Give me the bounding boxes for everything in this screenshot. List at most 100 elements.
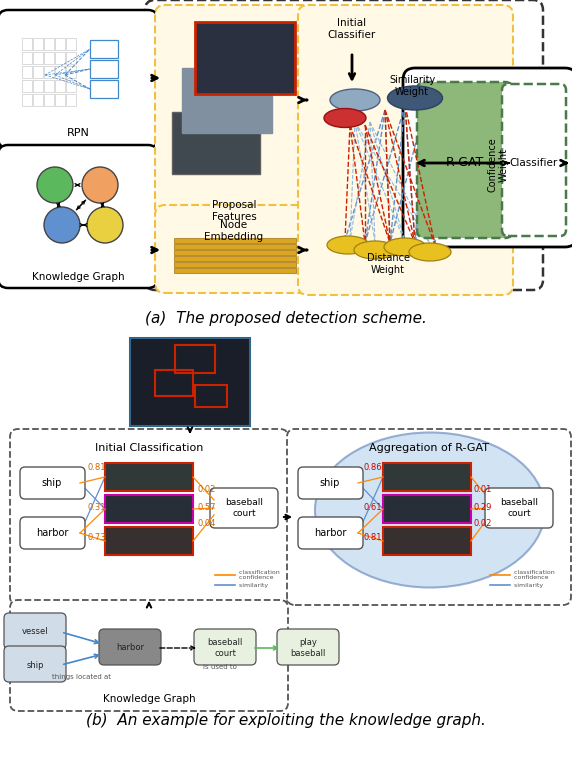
- Bar: [174, 268, 296, 273]
- Text: Knowledge Graph: Knowledge Graph: [31, 272, 124, 282]
- FancyBboxPatch shape: [298, 517, 363, 549]
- Bar: [22, 66, 32, 78]
- Bar: [33, 66, 43, 78]
- Text: baseball
court: baseball court: [500, 499, 538, 518]
- Bar: [44, 94, 54, 106]
- Text: Distance
Weight: Distance Weight: [367, 253, 410, 274]
- Text: Proposal
Features: Proposal Features: [212, 200, 256, 222]
- Text: 0.04: 0.04: [198, 518, 216, 527]
- FancyBboxPatch shape: [10, 429, 288, 605]
- Bar: [174, 238, 296, 243]
- Text: 0.29: 0.29: [474, 502, 492, 511]
- Bar: [195, 385, 227, 407]
- Text: ship: ship: [26, 660, 43, 670]
- Ellipse shape: [387, 86, 443, 110]
- Bar: [44, 66, 54, 78]
- Bar: [66, 52, 76, 64]
- Text: harbor: harbor: [116, 644, 144, 653]
- FancyBboxPatch shape: [99, 629, 161, 665]
- Text: R-GAT: R-GAT: [446, 157, 484, 169]
- FancyBboxPatch shape: [403, 68, 572, 247]
- Text: 0.02: 0.02: [198, 486, 216, 495]
- Bar: [55, 80, 65, 92]
- Ellipse shape: [330, 89, 380, 111]
- Ellipse shape: [409, 243, 451, 261]
- FancyBboxPatch shape: [287, 429, 571, 605]
- Bar: [90, 80, 118, 98]
- Text: harbor: harbor: [36, 528, 68, 538]
- Bar: [383, 527, 471, 555]
- Text: is used to: is used to: [203, 664, 237, 670]
- Bar: [174, 262, 296, 267]
- Text: 0.61: 0.61: [364, 504, 383, 512]
- Bar: [22, 80, 32, 92]
- Bar: [174, 256, 296, 261]
- Bar: [172, 112, 260, 174]
- Bar: [33, 94, 43, 106]
- Text: similarity: similarity: [237, 582, 268, 587]
- Bar: [90, 40, 118, 58]
- Bar: [33, 80, 43, 92]
- Bar: [22, 94, 32, 106]
- FancyBboxPatch shape: [155, 205, 313, 293]
- Bar: [55, 38, 65, 50]
- Text: Aggregation of R-GAT: Aggregation of R-GAT: [369, 443, 489, 453]
- Bar: [174, 250, 296, 255]
- Bar: [33, 38, 43, 50]
- Text: 0.02: 0.02: [474, 518, 492, 527]
- Bar: [33, 52, 43, 64]
- Text: 0.01: 0.01: [474, 486, 492, 495]
- Text: Classifier: Classifier: [510, 158, 558, 168]
- Bar: [175, 345, 215, 373]
- Text: ship: ship: [42, 478, 62, 488]
- Text: (b)  An example for exploiting the knowledge graph.: (b) An example for exploiting the knowle…: [86, 713, 486, 727]
- FancyBboxPatch shape: [0, 145, 158, 288]
- Text: 0.57: 0.57: [198, 502, 216, 511]
- Bar: [105, 527, 193, 555]
- Bar: [55, 52, 65, 64]
- FancyBboxPatch shape: [194, 629, 256, 665]
- Text: baseball
court: baseball court: [225, 499, 263, 518]
- Text: similarity: similarity: [512, 582, 543, 587]
- Ellipse shape: [315, 432, 545, 587]
- Text: 0.81: 0.81: [88, 464, 106, 473]
- FancyBboxPatch shape: [502, 84, 566, 236]
- Text: Similarity
Weight: Similarity Weight: [389, 75, 435, 97]
- Bar: [55, 66, 65, 78]
- FancyBboxPatch shape: [298, 467, 363, 499]
- Bar: [383, 495, 471, 523]
- Bar: [66, 94, 76, 106]
- Bar: [383, 463, 471, 491]
- Text: baseball
court: baseball court: [207, 638, 243, 657]
- Bar: [105, 463, 193, 491]
- Ellipse shape: [327, 236, 369, 254]
- Bar: [195, 22, 295, 94]
- Text: 0.86: 0.86: [364, 464, 383, 473]
- Ellipse shape: [384, 238, 426, 256]
- FancyBboxPatch shape: [0, 10, 158, 148]
- Text: Confidence
Weight: Confidence Weight: [487, 138, 509, 192]
- Bar: [130, 338, 250, 426]
- Ellipse shape: [44, 207, 80, 243]
- Text: classification
 confidence: classification confidence: [237, 569, 280, 581]
- Bar: [22, 52, 32, 64]
- Ellipse shape: [82, 167, 118, 203]
- Bar: [182, 68, 272, 133]
- FancyBboxPatch shape: [20, 467, 85, 499]
- Ellipse shape: [37, 167, 73, 203]
- Text: 0.81: 0.81: [364, 534, 383, 543]
- Text: Initial Classification: Initial Classification: [95, 443, 203, 453]
- FancyBboxPatch shape: [155, 5, 313, 220]
- Text: play
baseball: play baseball: [291, 638, 325, 657]
- Text: things located at: things located at: [53, 674, 112, 680]
- Text: Initial
Classifier: Initial Classifier: [328, 18, 376, 40]
- Text: ship: ship: [320, 478, 340, 488]
- Bar: [44, 52, 54, 64]
- FancyBboxPatch shape: [20, 517, 85, 549]
- Bar: [66, 38, 76, 50]
- Bar: [22, 38, 32, 50]
- Bar: [66, 66, 76, 78]
- FancyBboxPatch shape: [417, 82, 513, 238]
- Ellipse shape: [87, 207, 123, 243]
- Ellipse shape: [354, 241, 396, 259]
